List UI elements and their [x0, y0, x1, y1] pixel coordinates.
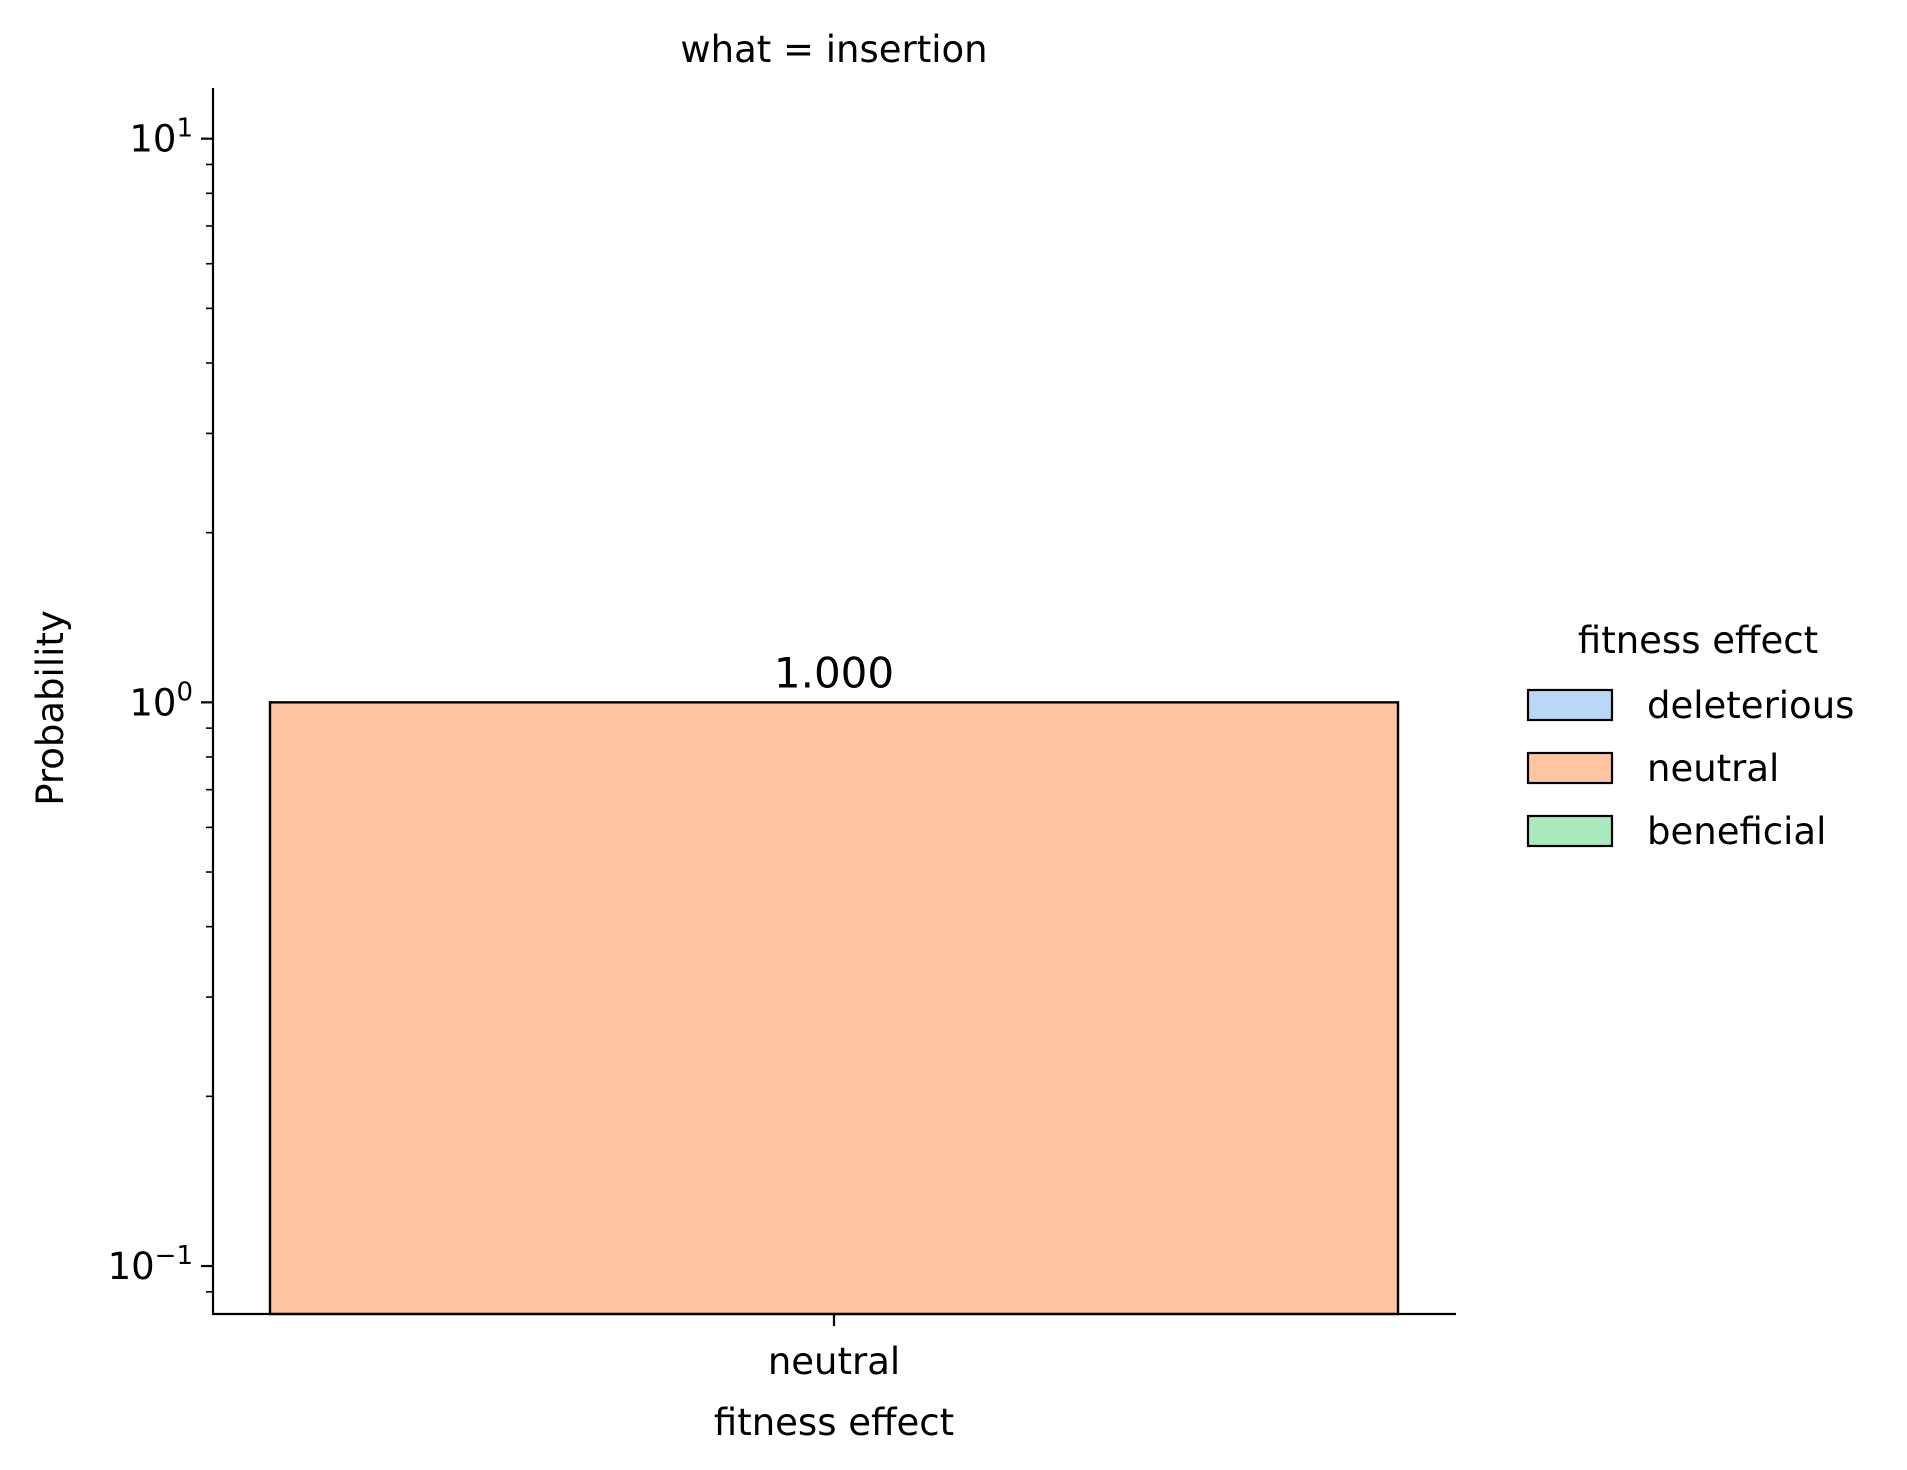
y-tick-label: 101: [129, 114, 193, 161]
legend-label-neutral: neutral: [1647, 747, 1779, 790]
bar-neutral: [268, 701, 1400, 1316]
legend-label-deleterious: deleterious: [1647, 684, 1854, 727]
legend-swatch-neutral: [1526, 751, 1614, 785]
chart-title: what = insertion: [680, 28, 987, 71]
bar-value-label: 1.000: [774, 648, 894, 697]
y-tick-label: 10−1: [108, 1241, 193, 1288]
legend-title: fitness effect: [1578, 619, 1818, 662]
y-axis-label: Probability: [29, 610, 72, 806]
legend-swatch-deleterious: [1526, 688, 1614, 722]
x-axis-label: fitness effect: [714, 1401, 954, 1444]
x-tick-label: neutral: [768, 1340, 900, 1383]
legend-entries: deleterious neutral beneficial: [1526, 684, 1854, 853]
y-ticks: 10−1 100 101: [108, 114, 213, 1293]
y-tick-label: 100: [129, 677, 193, 724]
plot-area: 1.000: [268, 648, 1400, 1316]
legend-swatch-beneficial: [1526, 814, 1614, 848]
x-ticks: neutral: [768, 1314, 900, 1383]
legend-label-beneficial: beneficial: [1647, 810, 1826, 853]
legend: fitness effect deleterious neutral benefic…: [1526, 619, 1854, 853]
